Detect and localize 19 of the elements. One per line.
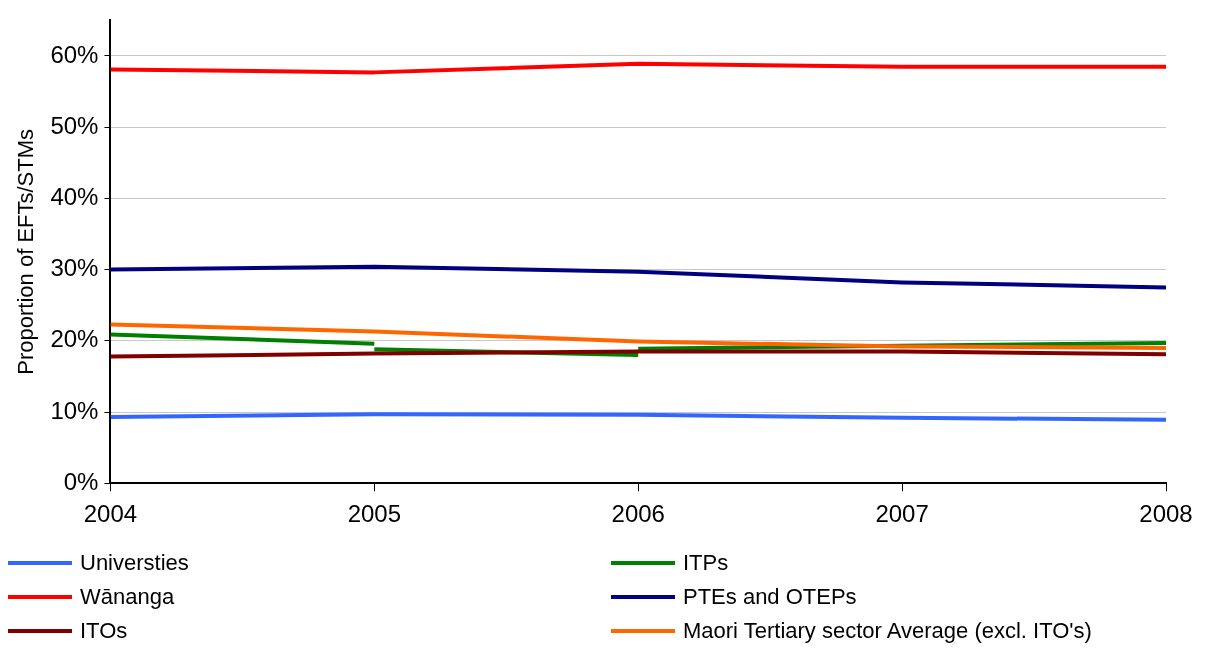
y-tick-label: 10% [50,396,99,424]
y-tick-label: 40% [50,183,99,211]
y-tick-label: 0% [63,467,99,495]
legend-label: Universties [80,550,189,576]
y-tick-label: 20% [50,325,99,353]
y-tick-label: 50% [50,111,99,139]
x-tick-label: 2006 [611,500,665,528]
x-tick-label: 2008 [1139,500,1193,528]
legend-label: ITOs [80,618,128,644]
x-tick-label: 2004 [83,500,138,528]
legend-label: Wānanga [80,584,175,610]
x-tick-label: 2005 [347,500,402,528]
legend-label: PTEs and OTEPs [683,584,857,610]
legend-label: Maori Tertiary sector Average (excl. ITO's) [683,618,1092,644]
y-tick-label: 30% [50,254,99,282]
y-tick-label: 60% [50,40,99,68]
y-axis-title: Proportion of EFTs/STMs [13,128,39,375]
legend-label: ITPs [683,550,729,576]
x-tick-label: 2007 [875,500,929,528]
